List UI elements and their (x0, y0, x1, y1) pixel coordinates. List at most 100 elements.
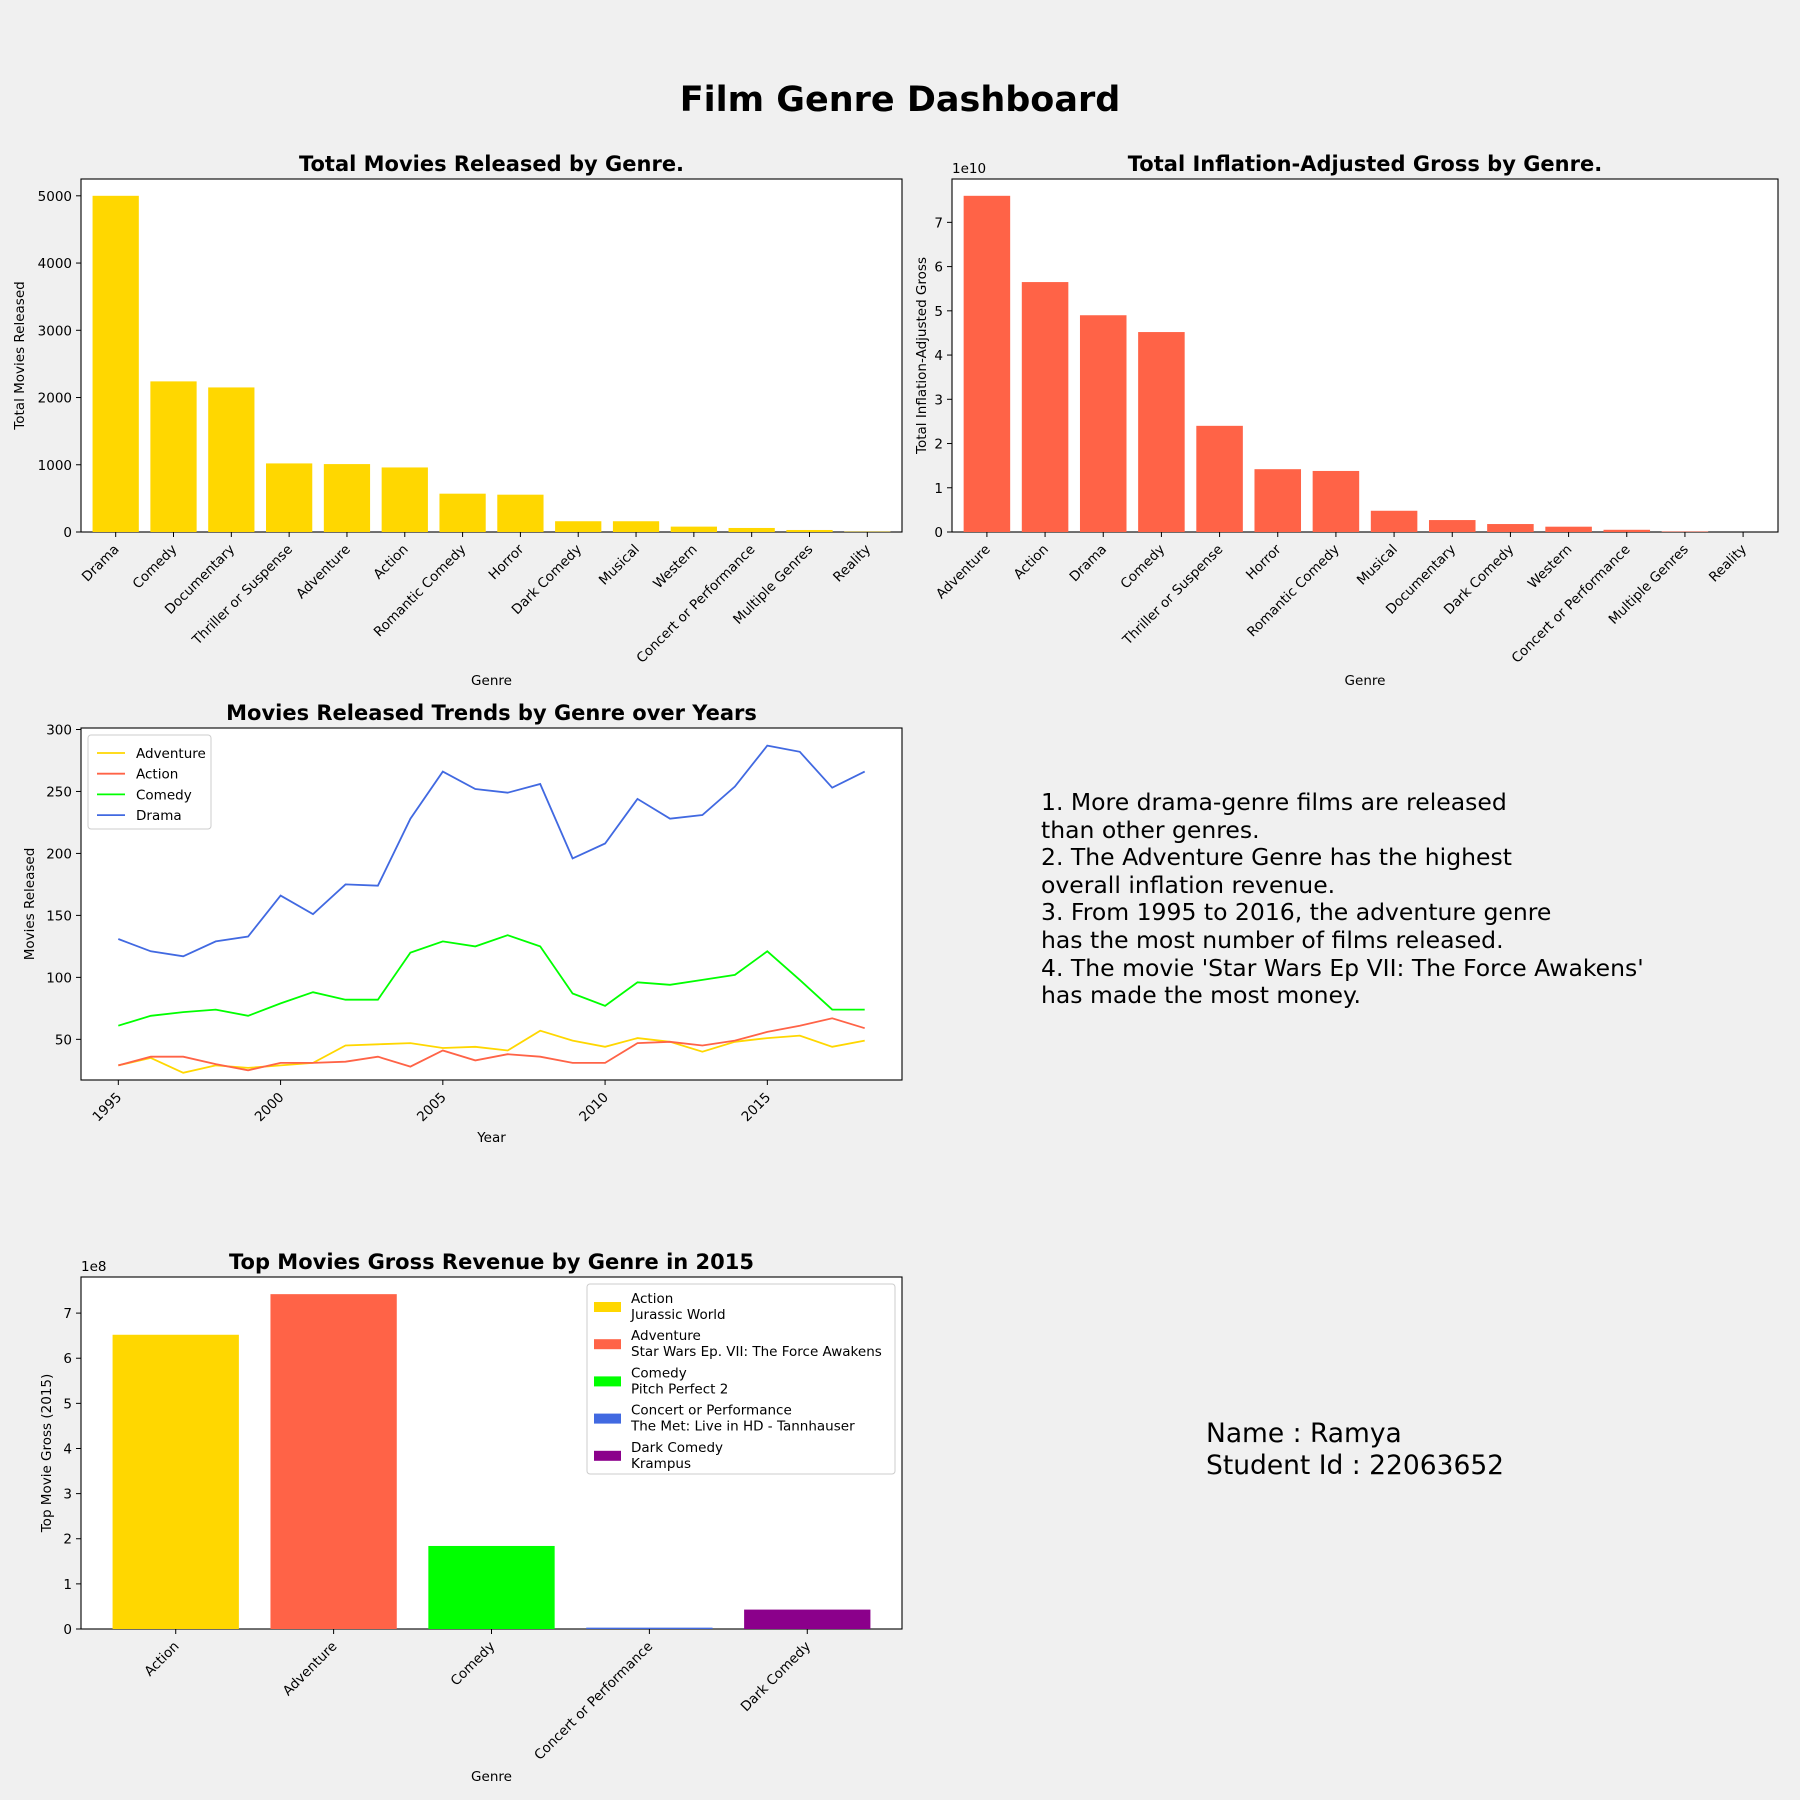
y-tick-label: 7 (63, 1306, 72, 1322)
note-line: 3. From 1995 to 2016, the adventure genr… (1041, 898, 1552, 927)
x-axis-label: Genre (471, 1769, 512, 1785)
x-tick-label: Concert or Performance (1509, 542, 1634, 667)
x-tick-label: Romantic Comedy (1244, 542, 1343, 641)
bar (381, 467, 428, 532)
legend: Adventure Action Comedy Drama (87, 734, 212, 830)
y-tick-label: 300 (46, 722, 72, 738)
y-tick-label: 5 (63, 1396, 72, 1412)
series-line (118, 1017, 865, 1072)
y-tick-label: 7 (934, 215, 943, 231)
bar (270, 1294, 397, 1629)
x-tick-label: Comedy (130, 542, 181, 593)
note-line: has the most number of films released. (1041, 925, 1504, 954)
bar (1079, 315, 1127, 532)
plot-area (80, 1276, 903, 1630)
x-axis-label: Genre (471, 673, 512, 689)
y-tick-label: 200 (46, 846, 72, 862)
chart-title: Top Movies Gross Revenue by Genre in 201… (229, 1250, 754, 1274)
legend-swatch (594, 1450, 621, 1461)
legend-label: Action (136, 767, 178, 783)
legend-genre: Dark Comedy (631, 1440, 723, 1456)
bar (555, 521, 602, 532)
legend-movie: Pitch Perfect 2 (631, 1381, 728, 1397)
bar (1254, 469, 1302, 532)
plot-area (80, 727, 903, 1081)
chart-title: Total Inflation-Adjusted Gross by Genre. (1128, 152, 1602, 176)
bar (1603, 529, 1651, 532)
legend-movie: The Met: Live in HD - Tannhauser (630, 1419, 855, 1435)
y-tick-label: 3 (934, 392, 943, 408)
y-axis-label: Total Movies Released (12, 281, 28, 430)
y-tick-label: 4 (63, 1441, 72, 1457)
bar (428, 1545, 555, 1629)
note-line: than other genres. (1041, 815, 1260, 844)
bar (1428, 520, 1476, 532)
x-tick-label: Dark Comedy (1441, 542, 1517, 618)
bar (1021, 282, 1069, 532)
bar (1138, 332, 1185, 532)
y-scale-label: 1e10 (952, 161, 986, 177)
insights-notes: 1. More drama-genre films are released t… (1041, 788, 1644, 1010)
student-info: Name : Ramya Student Id : 22063652 (1206, 1418, 1504, 1482)
bar (744, 1609, 871, 1629)
bar (1370, 510, 1418, 532)
x-tick-label: Action (141, 1639, 182, 1680)
bar (670, 526, 717, 532)
x-tick-label: 2005 (414, 1090, 450, 1126)
note-line: overall inflation revenue. (1041, 870, 1336, 899)
bar (786, 529, 833, 532)
y-tick-label: 2 (63, 1532, 72, 1548)
y-tick-label: 1000 (38, 458, 72, 474)
bar (963, 195, 1011, 533)
x-tick-label: Adventure (280, 1639, 341, 1700)
y-tick-label: 4000 (38, 256, 72, 272)
x-tick-label: 2010 (576, 1090, 612, 1126)
bar (1312, 470, 1360, 532)
legend-genre: Action (631, 1291, 673, 1307)
x-axis-label: Year (476, 1130, 506, 1146)
x-tick-label: Reality (830, 542, 874, 586)
x-tick-label: Documentary (162, 542, 238, 618)
x-tick-label: Concert or Performance (634, 542, 759, 667)
y-tick-label: 0 (934, 525, 943, 541)
legend-swatch (594, 1339, 621, 1350)
x-tick-label: Comedy (448, 1639, 499, 1690)
x-tick-label: Thriller or Suspense (1119, 542, 1226, 649)
bar (586, 1627, 713, 1629)
bar (1487, 524, 1534, 532)
x-tick-label: 2015 (739, 1090, 775, 1126)
bar-chart-3: Top Movies Gross Revenue by Genre in 201… (39, 1250, 903, 1785)
plot-area (951, 178, 1779, 533)
student-id: Student Id : 22063652 (1206, 1450, 1505, 1481)
y-tick-label: 2000 (38, 391, 72, 407)
x-tick-label: Multiple Genres (1606, 542, 1692, 628)
x-tick-label: Reality (1706, 542, 1750, 586)
x-tick-label: 2000 (252, 1090, 288, 1126)
chart-title: Total Movies Released by Genre. (299, 152, 684, 176)
y-tick-label: 6 (63, 1351, 72, 1367)
y-tick-label: 4 (934, 348, 943, 364)
bar (1196, 425, 1243, 532)
y-tick-label: 250 (46, 784, 72, 800)
y-axis-label: Top Movie Gross (2015) (39, 1374, 55, 1534)
y-tick-label: 6 (934, 260, 943, 276)
dashboard-title: Film Genre Dashboard (679, 80, 1121, 120)
y-tick-label: 5000 (38, 189, 72, 205)
bar (150, 381, 197, 532)
x-tick-label: Comedy (1118, 542, 1169, 593)
y-tick-label: 3 (63, 1487, 72, 1503)
bar-chart-0: Total Movies Released by Genre. 0 1000 2000… (12, 152, 903, 689)
x-tick-label: Dark Comedy (738, 1639, 814, 1715)
y-tick-label: 5 (934, 304, 943, 320)
student-name: Name : Ramya (1206, 1418, 1402, 1449)
legend-swatch (594, 1413, 621, 1424)
legend-movie: Jurassic World (630, 1307, 726, 1323)
legend-swatch (594, 1302, 621, 1312)
y-tick-label: 1 (63, 1577, 72, 1593)
x-tick-label: Horror (486, 541, 528, 583)
x-tick-label: Dark Comedy (509, 542, 585, 618)
note-line: has made the most money. (1041, 981, 1362, 1010)
series-line (117, 744, 866, 958)
chart-title: Movies Released Trends by Genre over Yea… (226, 701, 757, 725)
x-tick-label: Romantic Comedy (371, 542, 470, 641)
